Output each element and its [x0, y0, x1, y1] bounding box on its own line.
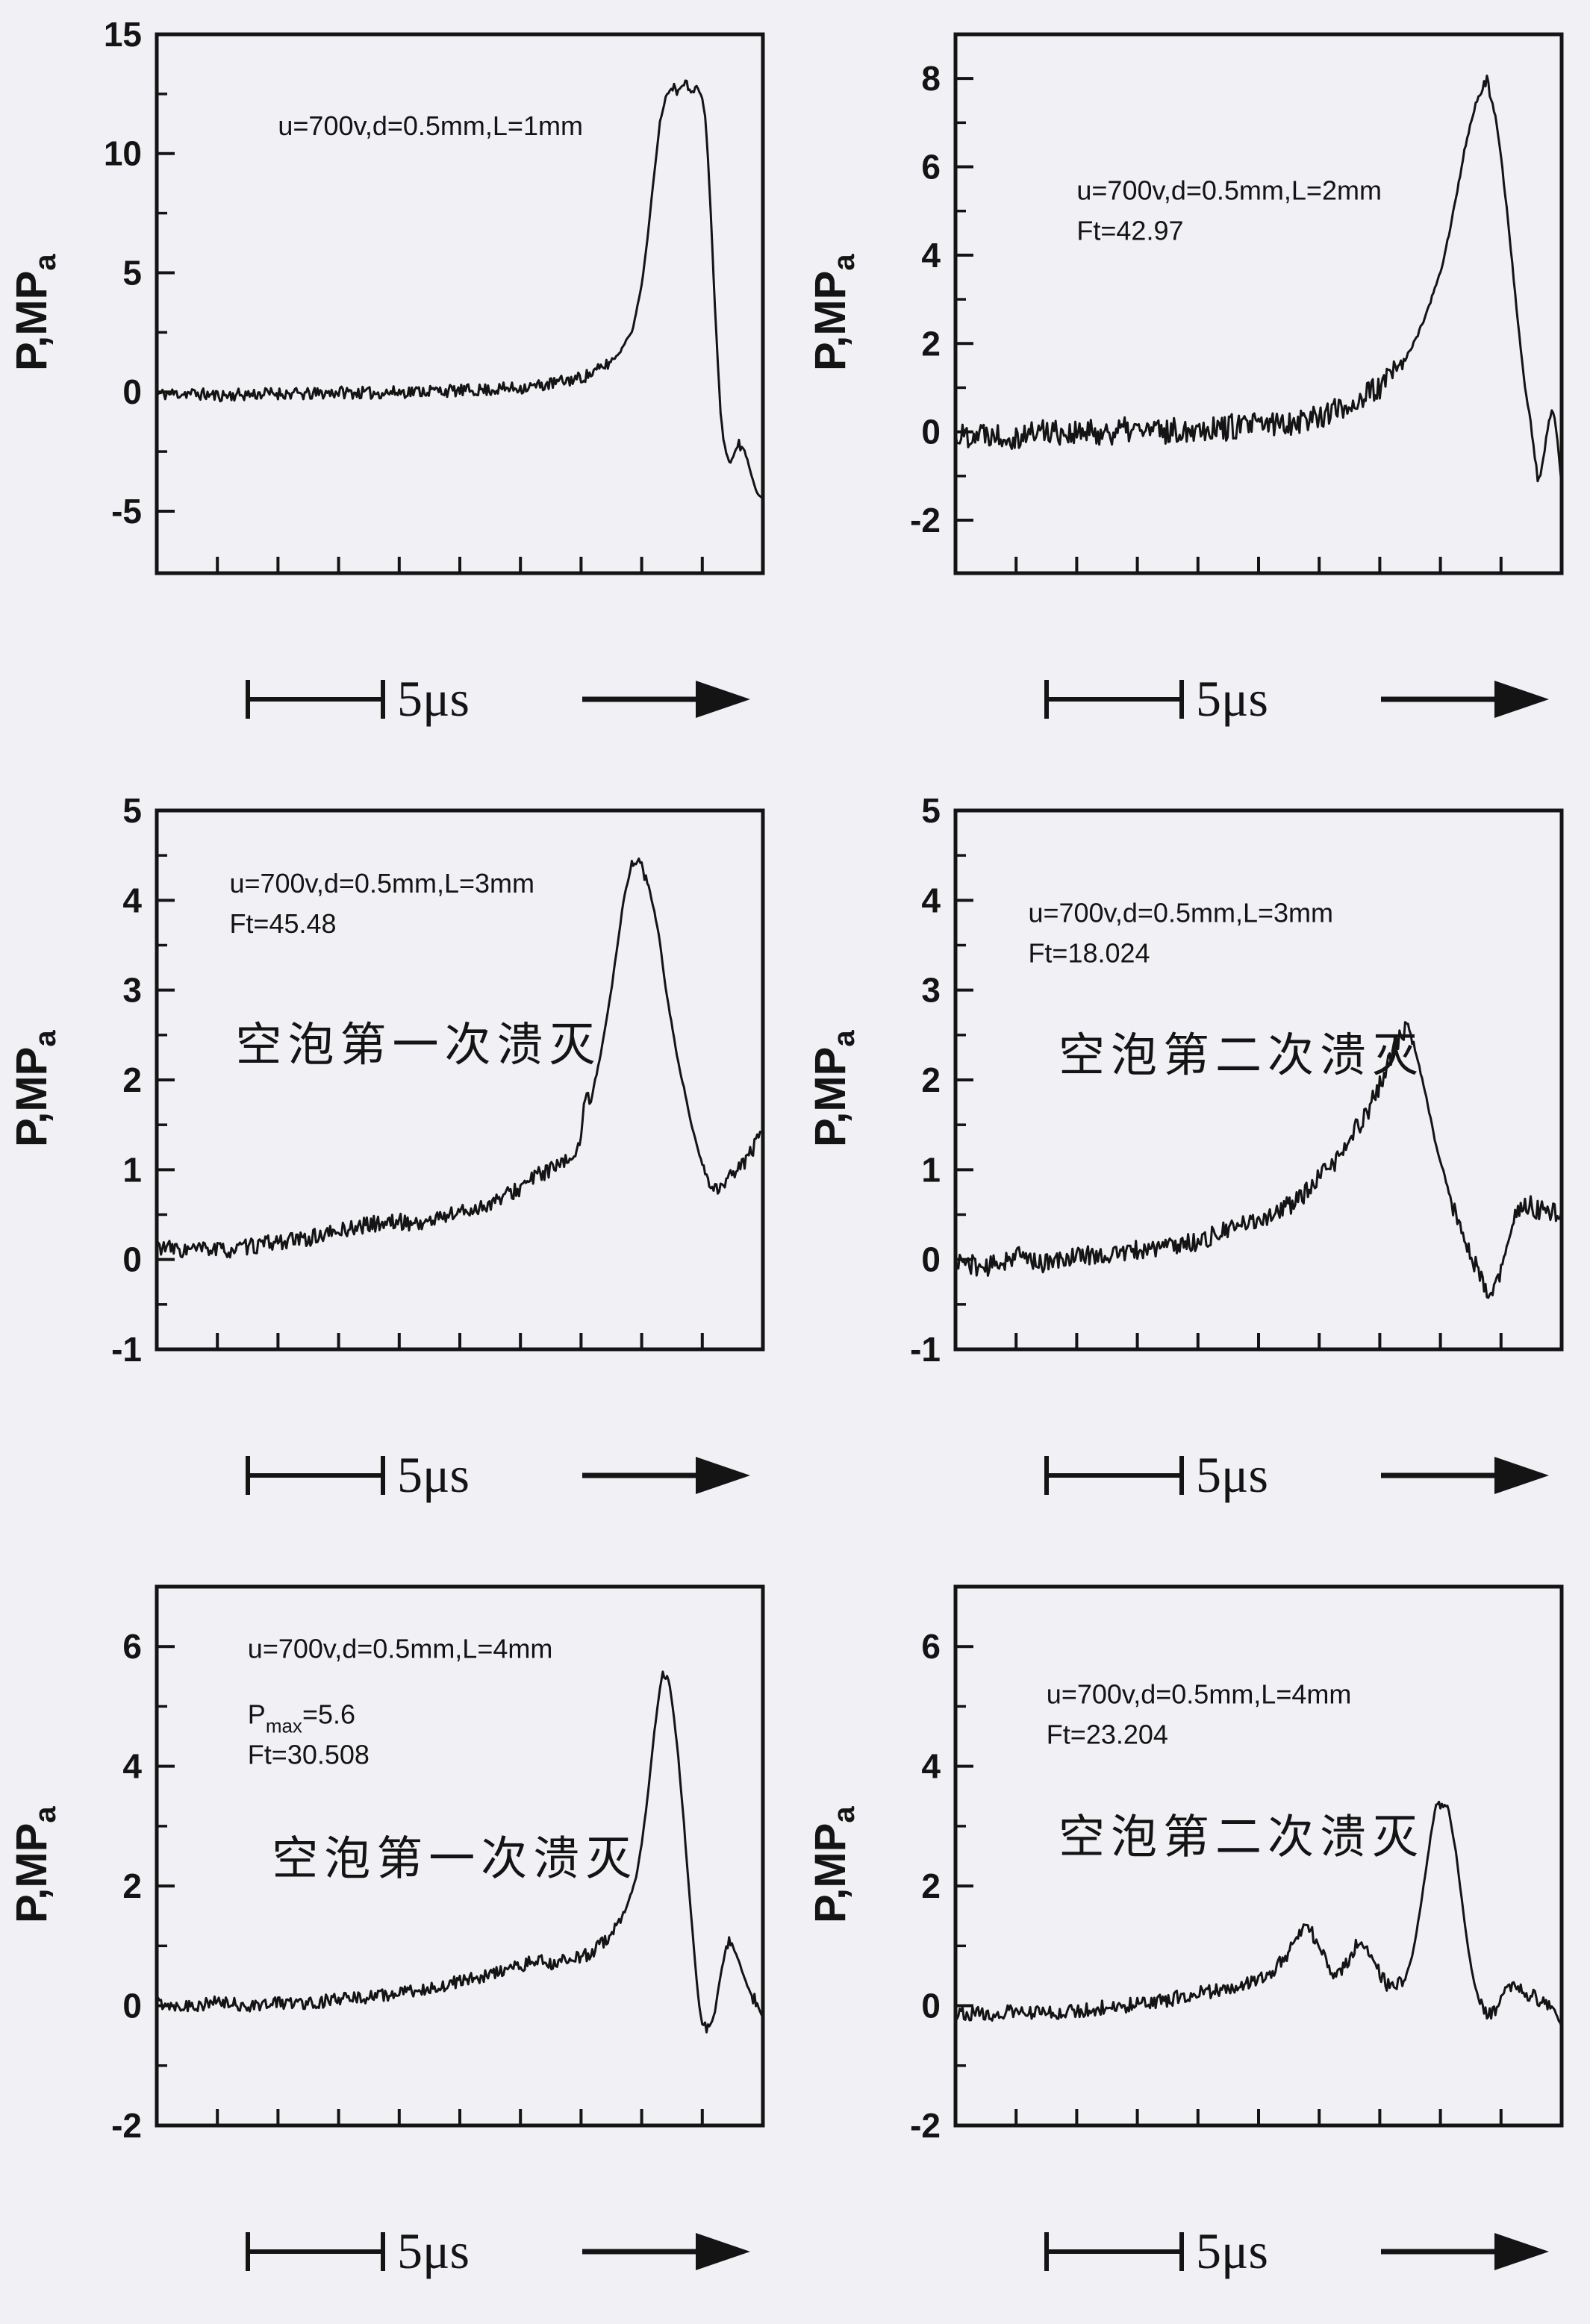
y-axis-label: P,MPa — [7, 1806, 62, 1923]
y-axis-tick-label: 2 — [122, 1061, 142, 1099]
annotation-line: Ft=42.97 — [1076, 216, 1183, 246]
y-axis-tick-label: 4 — [921, 881, 941, 919]
y-axis-tick-label: -5 — [111, 492, 142, 531]
chart-cell: 5 4 3 2 1 0 -1 P,MPa u=700v,d=0.5mm,L=3mm Ft=18.0… — [806, 797, 1583, 1540]
y-axis-tick-label: 1 — [122, 1150, 142, 1189]
annotation-line: Ft=23.204 — [1047, 1719, 1168, 1750]
pressure-waveform-chart: 6 4 2 0 -2 P,MPa u=700v,d=0.5mm,L=4mm Pmax=5.6F… — [7, 1584, 765, 2145]
time-direction-arrow-head — [696, 1457, 750, 1494]
scale-bar-label: 5μs — [397, 2223, 470, 2279]
annotation-line: Pmax=5.6 — [248, 1699, 355, 1737]
chart-cell: 6 4 2 0 -2 P,MPa u=700v,d=0.5mm,L=4mm Pmax=5.6 F… — [7, 1573, 784, 2317]
annotation-line: u=700v,d=0.5mm,L=3mm — [1028, 898, 1333, 928]
annotation-line: Ft=30.508 — [248, 1739, 370, 1769]
time-scale-bar: 5μs — [246, 670, 750, 727]
y-axis-tick-label: -2 — [910, 501, 941, 540]
y-axis-tick-label: 2 — [122, 1867, 142, 1905]
chart-cell: 8 6 4 2 0 -2 P,MPa u=700v,d=0.5mm,L=2mm Ft=42.97… — [806, 21, 1583, 764]
y-axis-label: P,MPa — [806, 254, 861, 371]
y-axis-tick-label: 1 — [921, 1150, 941, 1189]
cjk-caption: 空泡第一次溃灭 — [236, 1019, 602, 1071]
pressure-waveform-chart: 5 4 3 2 1 0 -1 P,MPa u=700v,d=0.5mm,L=3mm Ft=18.0… — [806, 797, 1564, 1369]
pressure-waveform-chart: 5 4 3 2 1 0 -1 P,MPa u=700v,d=0.5mm,L=3mm Ft=45.4… — [7, 797, 765, 1369]
scale-bar-label: 5μs — [1196, 670, 1268, 727]
time-scale-bar: 5μs — [1044, 1446, 1549, 1503]
y-axis-tick-label: 2 — [921, 324, 941, 363]
cjk-caption: 空泡第二次溃灭 — [1059, 1030, 1424, 1081]
y-axis-tick-label: 0 — [122, 1987, 142, 2025]
time-scale-bar: 5μs — [246, 2223, 750, 2279]
time-direction-arrow-head — [696, 2233, 750, 2270]
y-axis-tick-label: 6 — [921, 148, 941, 187]
scale-bar-label: 5μs — [397, 670, 470, 727]
time-scale-bar: 5μs — [246, 1446, 750, 1503]
chart-cell: 15 10 5 0 -5 P,MPa u=700v,d=0.5mm,L=1mm 5μs — [7, 21, 784, 764]
waveform-trace — [155, 1670, 764, 2034]
y-axis-tick-label: 4 — [122, 1747, 142, 1786]
y-axis-tick-label: 0 — [921, 1987, 941, 2025]
y-axis-label: P,MPa — [7, 1030, 62, 1147]
y-axis-tick-label: 4 — [122, 881, 142, 919]
pressure-waveform-chart: 8 6 4 2 0 -2 P,MPa u=700v,d=0.5mm,L=2mm Ft=42.97 — [806, 32, 1564, 575]
y-axis-tick-label: 3 — [921, 971, 941, 1010]
y-axis-tick-label: 8 — [921, 59, 941, 98]
y-axis-tick-label: -1 — [910, 1330, 941, 1369]
time-direction-arrow-head — [1494, 681, 1549, 718]
pressure-waveform-chart: 15 10 5 0 -5 P,MPa u=700v,d=0.5mm,L=1mm — [7, 21, 765, 575]
y-axis-tick-label: 0 — [122, 1240, 142, 1279]
y-axis-tick-label: -2 — [910, 2106, 941, 2145]
annotation-line: u=700v,d=0.5mm,L=4mm — [1047, 1679, 1352, 1710]
y-axis-tick-label: 0 — [122, 372, 142, 411]
y-axis-tick-label: 6 — [122, 1627, 142, 1666]
y-axis-tick-label: -1 — [111, 1330, 142, 1369]
y-axis-tick-label: 5 — [122, 253, 142, 292]
pressure-waveform-chart: 6 4 2 0 -2 P,MPa u=700v,d=0.5mm,L=4mm Ft=23.204… — [806, 1584, 1564, 2145]
annotation-line: u=700v,d=0.5mm,L=1mm — [278, 110, 583, 141]
y-axis-tick-label: 15 — [104, 21, 142, 54]
y-axis-tick-label: 10 — [104, 134, 142, 173]
waveform-trace — [954, 1800, 1563, 2028]
cjk-caption: 空泡第二次溃灭 — [1059, 1811, 1424, 1863]
annotation-line: u=700v,d=0.5mm,L=4mm — [248, 1633, 553, 1664]
y-axis-label: P,MPa — [806, 1806, 861, 1923]
annotation-line: Ft=18.024 — [1028, 938, 1150, 969]
waveform-trace — [954, 74, 1563, 486]
annotation-line: u=700v,d=0.5mm,L=2mm — [1076, 175, 1382, 206]
plot-border — [953, 32, 1564, 575]
annotation-line: Ft=45.48 — [229, 908, 336, 939]
y-axis-tick-label: -2 — [111, 2106, 142, 2145]
waveform-trace — [156, 79, 764, 500]
y-axis-tick-label: 4 — [921, 236, 941, 275]
y-axis-tick-label: 4 — [921, 1747, 941, 1786]
annotation-line: u=700v,d=0.5mm,L=3mm — [229, 868, 534, 899]
waveform-trace — [155, 858, 764, 1259]
scale-bar-label: 5μs — [1196, 2223, 1268, 2279]
chart-cell: 6 4 2 0 -2 P,MPa u=700v,d=0.5mm,L=4mm Ft=23.204… — [806, 1573, 1583, 2317]
y-axis-tick-label: 0 — [921, 1240, 941, 1279]
time-scale-bar: 5μs — [1044, 2223, 1549, 2279]
time-direction-arrow-head — [1494, 1457, 1549, 1494]
time-direction-arrow-head — [1494, 2233, 1549, 2270]
y-axis-tick-label: 5 — [122, 797, 142, 830]
time-direction-arrow-head — [696, 681, 750, 718]
scale-bar-label: 5μs — [1196, 1446, 1268, 1503]
y-axis-tick-label: 2 — [921, 1867, 941, 1905]
y-axis-tick-label: 3 — [122, 971, 142, 1010]
y-axis-label: P,MPa — [7, 254, 62, 371]
y-axis-tick-label: 5 — [921, 797, 941, 830]
cjk-caption: 空泡第一次溃灭 — [272, 1833, 637, 1884]
y-axis-tick-label: 2 — [921, 1061, 941, 1099]
y-axis-tick-label: 6 — [921, 1627, 941, 1666]
y-axis-tick-label: 0 — [921, 413, 941, 452]
scale-bar-label: 5μs — [397, 1446, 470, 1503]
chart-cell: 5 4 3 2 1 0 -1 P,MPa u=700v,d=0.5mm,L=3mm Ft=45.4… — [7, 797, 784, 1540]
y-axis-label: P,MPa — [806, 1030, 861, 1147]
time-scale-bar: 5μs — [1044, 670, 1549, 727]
waveform-trace — [954, 1021, 1563, 1299]
